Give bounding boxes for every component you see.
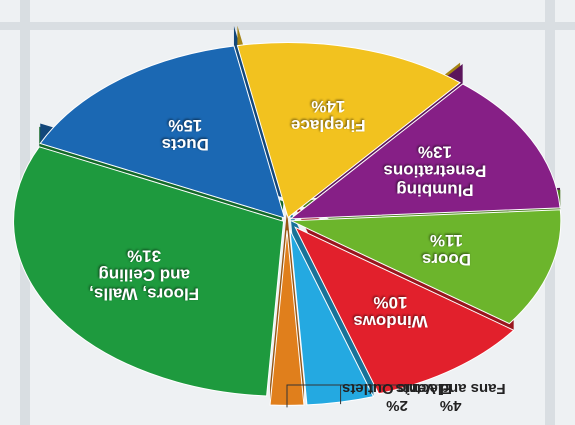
value-label: 10%: [335, 293, 445, 312]
value-label: 13%: [380, 143, 490, 162]
category-label: Ducts: [130, 135, 240, 154]
value-label: 14%: [273, 97, 383, 116]
value-label: 11%: [391, 231, 501, 250]
value-label: 4%: [376, 397, 526, 414]
category-label: Fireplace: [273, 116, 383, 135]
value-label: 15%: [130, 116, 240, 135]
category-label: Fans and Vents: [376, 380, 526, 397]
category-label: Doors: [391, 250, 501, 269]
slice-label: 4%Fans and Vents: [376, 380, 526, 414]
pie-chart: [0, 0, 575, 425]
category-label: Floors, Walls, and Ceiling: [79, 265, 209, 303]
category-label: Plumbing Penetrations: [380, 162, 490, 200]
category-label: Windows: [335, 312, 445, 331]
chart: 2%Electric OutletsFloors, Walls, and Cei…: [0, 0, 575, 425]
window-frame: [0, 22, 575, 30]
value-label: 31%: [79, 246, 209, 265]
